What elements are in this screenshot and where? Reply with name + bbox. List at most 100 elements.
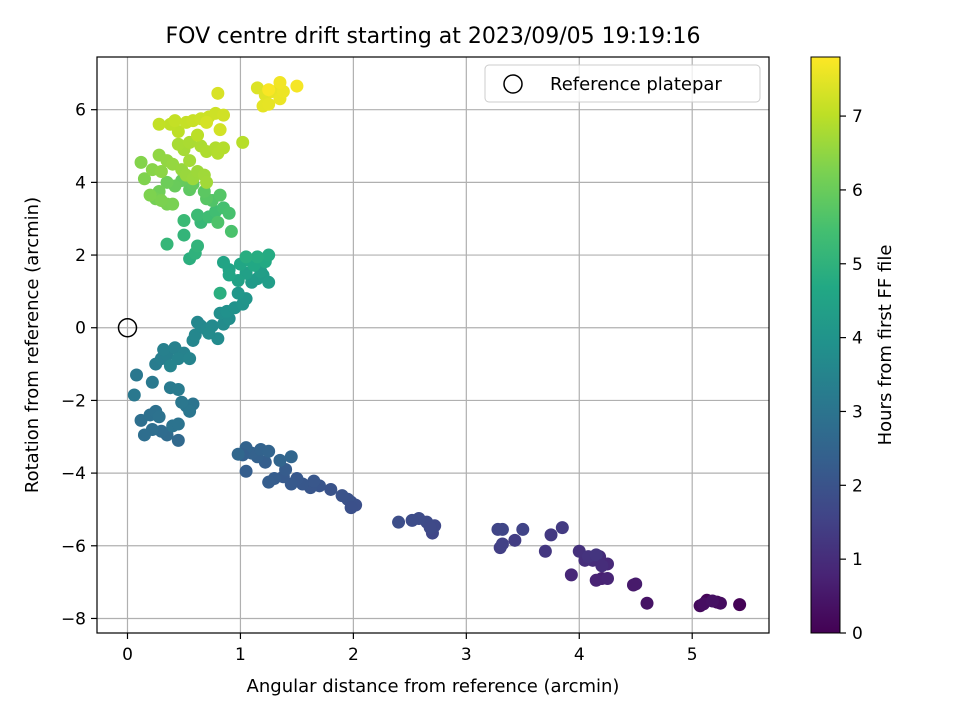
data-point-178 [216, 141, 230, 155]
data-point-24 [555, 521, 569, 535]
y-axis-label: Rotation from reference (arcmin) [22, 197, 43, 493]
data-point-81 [127, 388, 141, 402]
legend: Reference platepar [484, 64, 761, 103]
chart-title: FOV centre drift starting at 2023/09/05 … [166, 24, 701, 49]
data-point-65 [171, 433, 185, 447]
data-point-154 [166, 197, 180, 211]
data-point-78 [183, 404, 197, 418]
data-point-0 [733, 598, 747, 612]
data-point-179 [236, 135, 250, 149]
data-point-131 [177, 228, 191, 242]
data-point-93 [183, 352, 197, 366]
colorbar-tick-label-4: 4 [852, 329, 863, 349]
y-tick-label-2: −4 [61, 464, 86, 484]
data-point-101 [202, 326, 216, 340]
data-point-88 [157, 343, 171, 357]
data-point-125 [250, 250, 264, 264]
data-point-183 [152, 117, 166, 131]
data-point-53 [262, 475, 276, 489]
legend-box [484, 64, 761, 103]
data-point-73 [152, 410, 166, 424]
data-point-169 [200, 175, 214, 189]
colorbar-gradient [811, 57, 840, 633]
data-point-23 [544, 528, 558, 542]
data-point-141 [211, 215, 225, 229]
data-point-84 [171, 383, 185, 397]
colorbar-tick-label-3: 3 [852, 402, 863, 422]
data-point-191 [213, 123, 227, 137]
data-point-59 [262, 444, 276, 458]
data-point-150 [160, 175, 174, 189]
data-point-36 [392, 515, 406, 529]
data-point-6 [706, 594, 720, 608]
data-point-25 [508, 533, 522, 547]
data-point-12 [600, 571, 614, 585]
data-point-160 [154, 164, 168, 178]
legend-entry-label: Reference platepar [550, 74, 722, 95]
data-point-30 [495, 522, 509, 536]
x-tick-label-2: 2 [348, 645, 359, 665]
data-point-82 [145, 375, 159, 389]
data-point-61 [284, 450, 298, 464]
data-point-155 [154, 194, 168, 208]
data-point-126 [239, 250, 253, 264]
data-point-41 [335, 489, 349, 503]
x-tick-label-4: 4 [574, 645, 585, 665]
data-point-180 [191, 128, 205, 142]
data-point-140 [224, 224, 238, 238]
data-point-197 [262, 97, 276, 111]
colorbar-tick-label-6: 6 [852, 181, 863, 201]
legend-marker-icon [503, 74, 523, 94]
colorbar-label: Hours from first FF file [875, 245, 896, 446]
data-point-69 [137, 428, 151, 442]
colorbar: 0 1 2 3 4 5 6 7 Hours from first FF file [810, 56, 896, 644]
data-point-7 [640, 596, 654, 610]
reference-marker [117, 317, 138, 338]
data-point-28 [516, 522, 530, 536]
data-point-13 [564, 568, 578, 582]
data-point-37 [423, 521, 437, 535]
data-point-92 [163, 359, 177, 373]
data-point-109 [231, 286, 245, 300]
data-point-143 [213, 188, 227, 202]
data-point-9 [626, 578, 640, 592]
data-point-157 [137, 172, 151, 186]
data-point-192 [200, 115, 214, 129]
y-tick-label-3: −2 [61, 391, 86, 411]
data-point-127 [213, 286, 227, 300]
data-point-20 [589, 548, 603, 562]
y-axis-ticks: −8 −6 −4 −2 0 2 4 6 [61, 101, 97, 629]
data-point-172 [171, 137, 185, 151]
x-tick-label-3: 3 [461, 645, 472, 665]
colorbar-tick-label-0: 0 [852, 624, 863, 644]
x-tick-label-5: 5 [687, 645, 698, 665]
y-tick-label-0: −8 [61, 609, 86, 629]
colorbar-tick-label-5: 5 [852, 255, 863, 275]
data-point-64 [231, 447, 245, 461]
data-point-190 [216, 108, 230, 122]
data-point-27 [495, 537, 509, 551]
colorbar-ticks: 0 1 2 3 4 5 6 7 [840, 107, 863, 644]
data-point-63 [239, 464, 253, 478]
x-axis-ticks: 0 1 2 3 4 5 [122, 633, 698, 665]
data-point-22 [538, 544, 552, 558]
data-point-35 [405, 513, 419, 527]
data-point-79 [175, 395, 189, 409]
data-point-42 [344, 501, 358, 515]
data-point-202 [290, 79, 304, 93]
plot-frame [96, 56, 770, 634]
data-point-60 [273, 453, 287, 467]
data-point-139 [222, 206, 236, 220]
y-tick-label-4: 0 [75, 319, 86, 339]
data-point-156 [143, 188, 157, 202]
data-point-201 [273, 75, 287, 89]
data-point-46 [307, 474, 321, 488]
data-point-203 [262, 83, 276, 97]
data-point-75 [171, 417, 185, 431]
x-tick-label-0: 0 [122, 645, 133, 665]
data-point-119 [222, 268, 236, 282]
data-point-43 [324, 482, 338, 496]
data-point-134 [177, 214, 191, 228]
data-point-118 [216, 255, 230, 269]
reference-point-marker [117, 317, 138, 338]
